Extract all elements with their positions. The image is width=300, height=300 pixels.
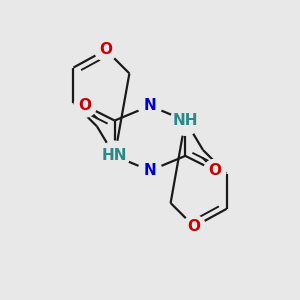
Circle shape — [74, 94, 96, 117]
Text: O: O — [208, 163, 221, 178]
Text: N: N — [144, 98, 156, 113]
Text: O: O — [99, 42, 112, 57]
Circle shape — [183, 215, 206, 238]
Text: O: O — [79, 98, 92, 113]
Circle shape — [138, 159, 162, 182]
Text: NH: NH — [172, 113, 198, 128]
Text: N: N — [144, 163, 156, 178]
Text: O: O — [188, 219, 201, 234]
Circle shape — [204, 159, 226, 182]
Circle shape — [171, 106, 200, 135]
Circle shape — [138, 94, 162, 118]
Text: HN: HN — [102, 148, 128, 164]
Circle shape — [94, 39, 117, 61]
Circle shape — [100, 141, 129, 171]
